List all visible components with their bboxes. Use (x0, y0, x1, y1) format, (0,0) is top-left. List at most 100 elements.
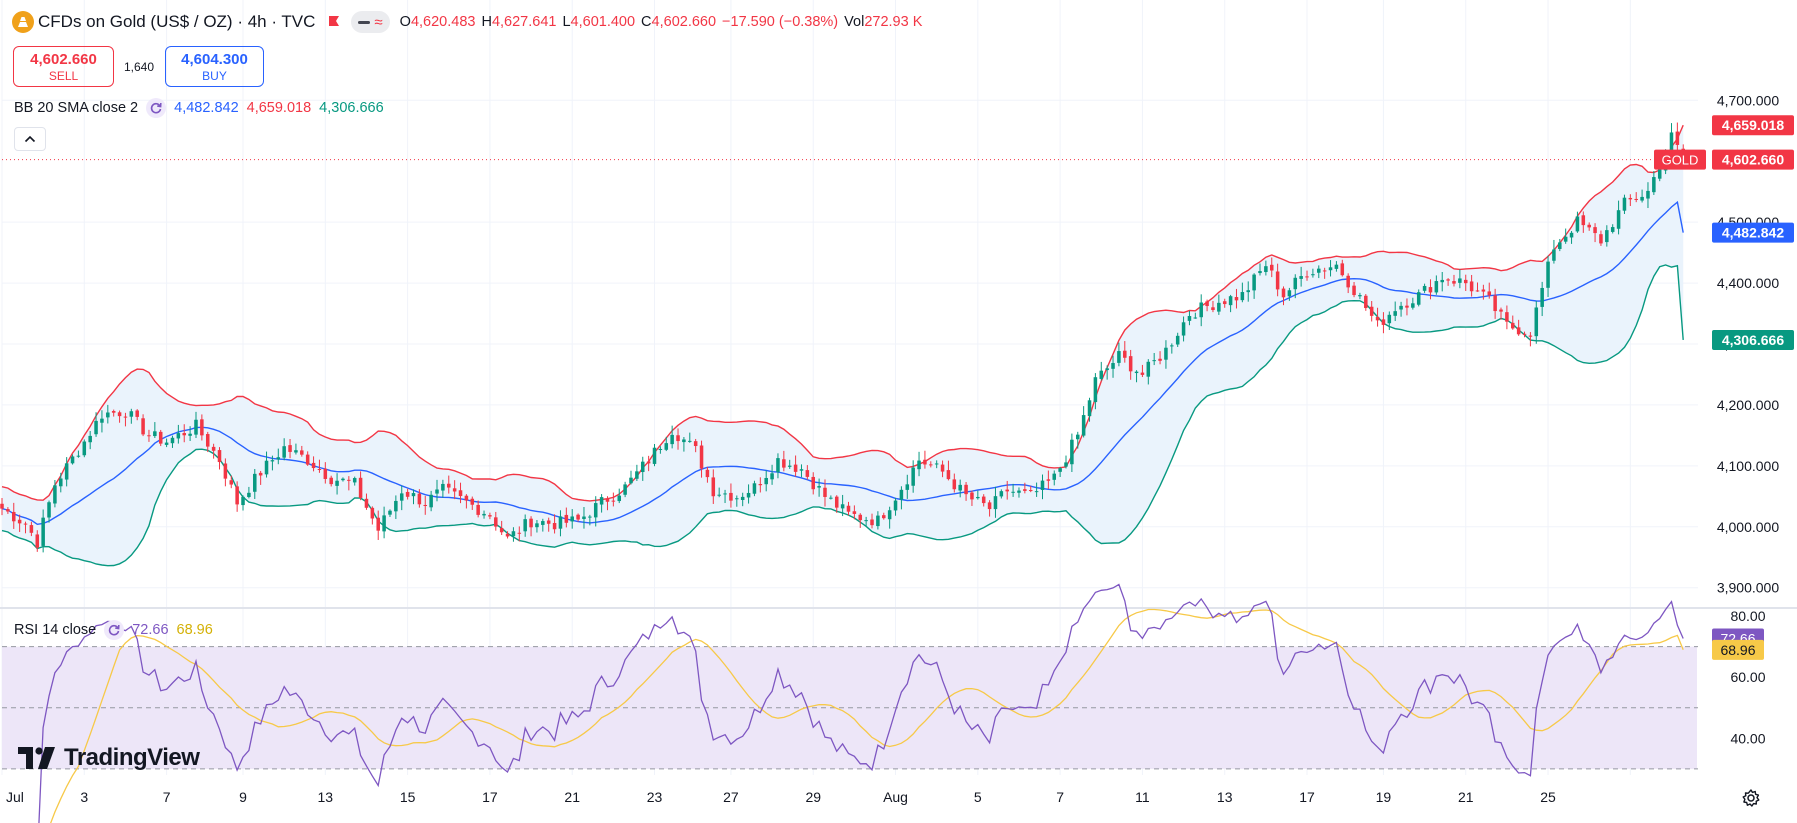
candle-body (629, 477, 633, 484)
candle-body (864, 520, 868, 522)
candle-body (970, 492, 974, 500)
time-axis-label: 11 (1135, 789, 1150, 805)
candle-body (100, 418, 104, 423)
candle-body (29, 525, 34, 533)
time-axis-label: Jul (6, 789, 24, 805)
candle-body (323, 468, 328, 479)
time-axis-label: 7 (1056, 789, 1064, 805)
candle-body (1575, 216, 1580, 232)
rsi-axis-label: 80.00 (1730, 608, 1765, 624)
rsi-tag-label: 68.96 (1720, 642, 1755, 658)
candle-body (1228, 296, 1233, 306)
candle-body (106, 412, 110, 418)
candle-body (1481, 289, 1486, 292)
candle-body (1434, 281, 1439, 293)
tradingview-logo[interactable]: TradingView (18, 744, 200, 772)
buy-price: 4,604.300 (181, 50, 248, 68)
spread-value: 1,640 (124, 60, 155, 74)
candle-body (1111, 363, 1115, 369)
time-axis-label: 15 (400, 789, 416, 805)
cycle-icon[interactable] (146, 98, 167, 118)
candle-body (1399, 305, 1403, 310)
candle-body (352, 478, 357, 483)
candle-body (1352, 285, 1356, 296)
candle-body (1640, 196, 1644, 201)
buy-label: BUY (202, 68, 227, 83)
candle-body (423, 504, 428, 506)
candle-body (23, 523, 28, 525)
candle-body (1652, 177, 1656, 193)
dash-icon (358, 20, 371, 24)
candle-body (752, 483, 757, 494)
candle-body (1181, 322, 1186, 336)
candle-body (605, 498, 610, 502)
symbol-title[interactable]: CFDs on Gold (US$ / OZ) · 4h · TVC (38, 12, 316, 31)
candle-body (200, 419, 204, 436)
market-status-pill[interactable]: ≈ (351, 11, 390, 33)
rsi-legend[interactable]: RSI 14 close 72.66 68.96 (14, 620, 213, 640)
candle-body (1393, 311, 1397, 316)
price-tag-label: 4,659.018 (1722, 117, 1784, 133)
cycle-icon[interactable] (104, 620, 125, 640)
candle-body (1334, 264, 1339, 269)
candle-body (376, 517, 380, 531)
candle-body (205, 434, 210, 447)
candle-body (635, 471, 639, 479)
candle-body (1075, 434, 1080, 440)
candle-body (1199, 302, 1203, 318)
time-axis-label: 19 (1376, 789, 1392, 805)
candle-body (270, 460, 275, 462)
ohlc-high-value: 4,627.641 (491, 14, 557, 30)
candle-body (247, 492, 251, 498)
candle-body (488, 515, 492, 517)
candle-body (688, 440, 692, 442)
red-flag-icon[interactable] (327, 15, 341, 29)
buy-button[interactable]: 4,604.300 BUY (165, 46, 264, 87)
candle-body (1299, 276, 1303, 279)
candle-body (64, 463, 69, 480)
candle-body (1405, 305, 1409, 308)
candle-body (482, 513, 486, 516)
candle-body (317, 468, 322, 470)
price-tag-label: 4,602.660 (1722, 152, 1784, 168)
candle-body (787, 465, 792, 467)
candle-body (958, 484, 962, 491)
ohlc-change-value: −17.590 (−0.38%) (722, 14, 839, 30)
price-tag-label: 4,306.666 (1722, 332, 1784, 348)
candle-body (529, 518, 533, 528)
candle-body (41, 517, 45, 546)
bb-legend[interactable]: BB 20 SMA close 2 4,482.842 4,659.018 4,… (14, 98, 384, 118)
candle-body (0, 503, 4, 509)
candle-body (1516, 327, 1521, 335)
candle-body (1422, 285, 1427, 291)
candle-body (1440, 279, 1444, 283)
candle-body (1587, 224, 1591, 228)
candle-body (1070, 439, 1074, 465)
candle-body (123, 416, 128, 418)
rsi-tag (1712, 639, 1764, 660)
candle-body (729, 492, 733, 501)
candle-body (188, 433, 192, 436)
candle-body (111, 410, 116, 413)
candle-body (870, 519, 874, 526)
candle-body (1522, 333, 1527, 335)
candle-body (1499, 309, 1503, 312)
candle-body (523, 519, 527, 532)
candle-body (1252, 274, 1256, 291)
rsi-value: 72.66 (132, 622, 169, 638)
candle-body (1081, 415, 1086, 436)
candle-body (253, 473, 257, 492)
candle-body (1469, 281, 1474, 292)
candle-body (735, 498, 739, 500)
sell-button[interactable]: 4,602.660 SELL (13, 46, 114, 87)
collapse-legend-button[interactable] (14, 127, 46, 151)
gear-icon[interactable] (1741, 788, 1761, 808)
candle-body (1311, 274, 1315, 276)
time-axis-label: 7 (163, 789, 171, 805)
candle-body (170, 437, 175, 444)
candle-body (917, 460, 921, 470)
candle-body (823, 487, 827, 497)
candle-body (623, 484, 627, 495)
candle-body (1246, 290, 1250, 293)
